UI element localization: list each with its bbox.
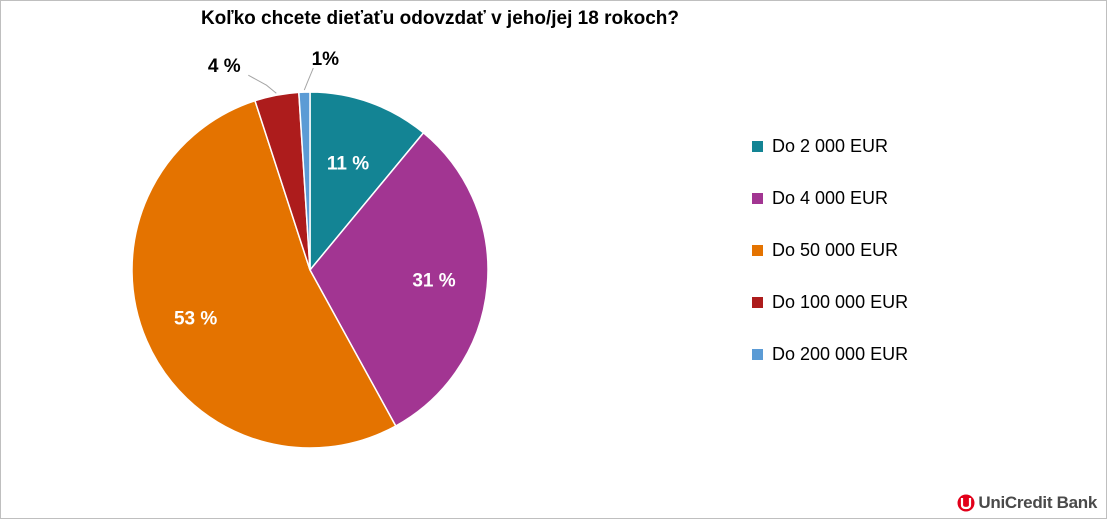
legend-swatch: [752, 192, 763, 204]
legend-item-do-100-000-eur: Do 100 000 EUR: [752, 289, 908, 315]
data-label-do-100-000-eur: 4 %: [208, 56, 241, 77]
data-label-do-200-000-eur: 1%: [312, 49, 340, 70]
legend-swatch: [752, 348, 763, 360]
legend-swatch: [752, 296, 763, 308]
legend-swatch: [752, 140, 763, 152]
pie-slice-do-2-000-eur: [309, 91, 425, 273]
legend-label: Do 200 000 EUR: [772, 343, 909, 364]
legend-label: Do 50 000 EUR: [772, 239, 899, 260]
chart-legend: Do 2 000 EUR Do 4 000 EUR Do 50 000 EUR Do …: [752, 133, 908, 393]
pie-slice-do-4-000-eur: [309, 131, 489, 427]
legend-label: Do 4 000 EUR: [772, 187, 889, 208]
data-label-do-4-000-eur: 31 %: [412, 271, 455, 292]
legend-item-do-50-000-eur: Do 50 000 EUR: [752, 237, 908, 263]
leader-line-do-200-000-eur: [303, 67, 314, 91]
legend-label: Do 2 000 EUR: [772, 135, 889, 156]
logo-text: UniCredit Bank: [978, 493, 1097, 512]
legend-item-do-2-000-eur: Do 2 000 EUR: [752, 133, 908, 159]
unicredit-logo-icon: [957, 494, 975, 512]
legend-item-do-4-000-eur: Do 4 000 EUR: [752, 185, 908, 211]
legend-label: Do 100 000 EUR: [772, 291, 909, 312]
chart-title: Koľko chcete dieťaťu odovzdať v jeho/jej…: [200, 8, 680, 29]
legend-item-do-200-000-eur: Do 200 000 EUR: [752, 341, 908, 367]
pie-slice-do-50-000-eur: [131, 99, 397, 449]
unicredit-logo: UniCredit Bank: [957, 493, 1097, 513]
legend-swatch: [752, 244, 763, 256]
pie-slice-do-200-000-eur: [298, 91, 311, 271]
data-label-do-50-000-eur: 53 %: [174, 309, 217, 330]
data-label-do-2-000-eur: 11 %: [327, 154, 369, 175]
leader-line-do-100-000-eur: [248, 74, 277, 94]
